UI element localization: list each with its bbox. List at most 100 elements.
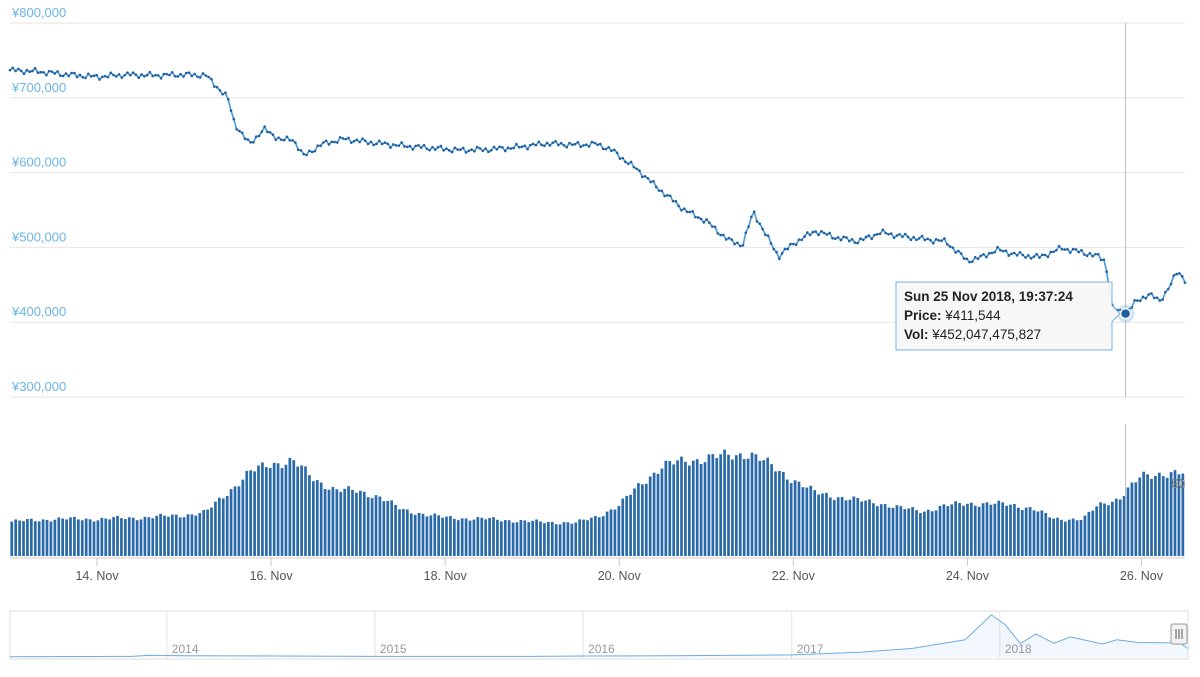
volume-bar[interactable] bbox=[53, 519, 57, 556]
price-point[interactable] bbox=[254, 135, 258, 138]
volume-bar[interactable] bbox=[96, 520, 100, 556]
price-point[interactable] bbox=[131, 71, 135, 74]
price-point[interactable] bbox=[755, 220, 759, 223]
volume-bar[interactable] bbox=[249, 470, 253, 556]
price-point[interactable] bbox=[1010, 252, 1013, 256]
volume-bar[interactable] bbox=[245, 470, 249, 556]
price-point[interactable] bbox=[165, 72, 168, 76]
price-point[interactable] bbox=[73, 71, 76, 75]
price-point[interactable] bbox=[184, 71, 188, 75]
price-point[interactable] bbox=[145, 73, 149, 77]
price-point[interactable] bbox=[159, 76, 163, 80]
price-point[interactable] bbox=[951, 246, 955, 249]
price-point[interactable] bbox=[750, 215, 753, 219]
price-point[interactable] bbox=[982, 252, 985, 256]
volume-bar[interactable] bbox=[593, 516, 597, 556]
volume-bar[interactable] bbox=[351, 489, 354, 556]
price-point[interactable] bbox=[940, 239, 943, 243]
volume-bar[interactable] bbox=[237, 486, 241, 556]
volume-bar[interactable] bbox=[676, 460, 679, 556]
volume-bar[interactable] bbox=[750, 452, 754, 556]
price-point[interactable] bbox=[137, 76, 140, 79]
price-point[interactable] bbox=[126, 71, 129, 74]
volume-bar[interactable] bbox=[10, 521, 14, 556]
price-point[interactable] bbox=[433, 148, 437, 151]
volume-bar[interactable] bbox=[1024, 507, 1028, 556]
price-point[interactable] bbox=[957, 249, 960, 253]
volume-bar[interactable] bbox=[1083, 515, 1087, 556]
volume-bar[interactable] bbox=[1009, 504, 1012, 556]
volume-bar[interactable] bbox=[778, 471, 781, 556]
price-point[interactable] bbox=[61, 74, 65, 78]
price-point[interactable] bbox=[509, 147, 513, 150]
price-point[interactable] bbox=[1035, 252, 1039, 256]
price-point[interactable] bbox=[84, 76, 87, 80]
price-point[interactable] bbox=[148, 70, 152, 74]
volume-bar[interactable] bbox=[14, 519, 18, 556]
price-point[interactable] bbox=[366, 142, 370, 146]
price-point[interactable] bbox=[1063, 248, 1067, 251]
price-point[interactable] bbox=[428, 148, 431, 152]
price-point[interactable] bbox=[666, 194, 669, 197]
volume-bar[interactable] bbox=[167, 516, 170, 556]
price-point[interactable] bbox=[1049, 250, 1053, 254]
volume-bar[interactable] bbox=[1091, 510, 1095, 556]
volume-bar[interactable] bbox=[1040, 510, 1044, 556]
volume-bar[interactable] bbox=[190, 514, 194, 556]
price-point[interactable] bbox=[985, 255, 988, 259]
price-point[interactable] bbox=[705, 218, 708, 221]
price-point[interactable] bbox=[431, 145, 434, 149]
volume-bar[interactable] bbox=[135, 520, 139, 556]
price-point[interactable] bbox=[414, 144, 417, 148]
volume-bar[interactable] bbox=[989, 504, 993, 556]
volume-bar[interactable] bbox=[1161, 476, 1165, 556]
price-point[interactable] bbox=[128, 73, 132, 77]
price-point[interactable] bbox=[993, 250, 997, 254]
price-point[interactable] bbox=[853, 241, 857, 244]
price-point[interactable] bbox=[806, 231, 809, 234]
volume-bar[interactable] bbox=[930, 511, 934, 556]
volume-bar[interactable] bbox=[202, 509, 206, 556]
price-point[interactable] bbox=[691, 210, 694, 213]
price-point[interactable] bbox=[643, 174, 647, 178]
volume-bar[interactable] bbox=[421, 513, 425, 556]
volume-bar[interactable] bbox=[958, 503, 961, 556]
price-point[interactable] bbox=[562, 143, 566, 147]
volume-bar[interactable] bbox=[997, 500, 1001, 556]
volume-bar[interactable] bbox=[484, 519, 488, 556]
price-point[interactable] bbox=[917, 237, 921, 240]
price-point[interactable] bbox=[333, 140, 336, 144]
price-point[interactable] bbox=[33, 67, 37, 70]
volume-bar[interactable] bbox=[1103, 503, 1106, 556]
volume-bar[interactable] bbox=[621, 498, 625, 556]
price-point[interactable] bbox=[294, 141, 297, 144]
volume-bar[interactable] bbox=[147, 517, 151, 556]
price-point[interactable] bbox=[453, 146, 457, 150]
price-point[interactable] bbox=[568, 141, 571, 145]
price-point[interactable] bbox=[1158, 299, 1162, 302]
price-point[interactable] bbox=[506, 146, 510, 149]
price-point[interactable] bbox=[1088, 251, 1092, 255]
volume-bar[interactable] bbox=[76, 519, 80, 556]
volume-bar[interactable] bbox=[922, 511, 926, 556]
price-point[interactable] bbox=[117, 73, 121, 76]
volume-bar[interactable] bbox=[1138, 477, 1142, 556]
price-point[interactable] bbox=[240, 131, 244, 135]
volume-bar[interactable] bbox=[652, 472, 656, 556]
price-point[interactable] bbox=[875, 232, 879, 236]
price-point[interactable] bbox=[1161, 298, 1164, 301]
volume-bar[interactable] bbox=[174, 514, 178, 556]
price-point[interactable] bbox=[14, 69, 17, 73]
price-point[interactable] bbox=[190, 74, 194, 78]
price-point[interactable] bbox=[229, 109, 233, 112]
price-point[interactable] bbox=[943, 237, 946, 240]
price-point[interactable] bbox=[238, 129, 241, 133]
volume-bar[interactable] bbox=[1005, 505, 1008, 556]
price-point[interactable] bbox=[747, 225, 750, 228]
price-point[interactable] bbox=[769, 242, 773, 245]
price-point[interactable] bbox=[1147, 293, 1150, 296]
volume-bar[interactable] bbox=[656, 473, 660, 556]
price-point[interactable] bbox=[873, 233, 876, 237]
price-point[interactable] bbox=[19, 69, 23, 73]
price-point[interactable] bbox=[959, 252, 963, 255]
